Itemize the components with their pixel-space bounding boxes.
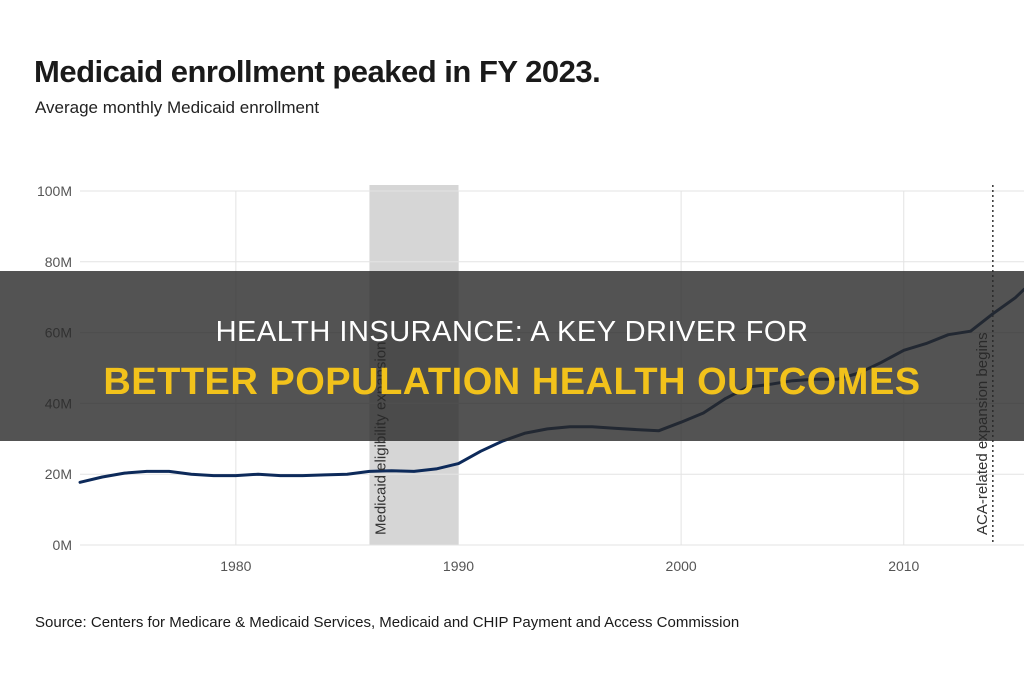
y-tick-label: 80M xyxy=(45,254,72,270)
data-point xyxy=(324,474,326,476)
data-point xyxy=(457,462,460,465)
x-tick-label: 1990 xyxy=(443,558,474,574)
data-point xyxy=(123,472,126,474)
chart-subtitle: Average monthly Medicaid enrollment xyxy=(35,98,320,117)
data-point xyxy=(301,474,304,477)
y-tick-label: 100M xyxy=(37,183,72,199)
y-tick-label: 0M xyxy=(53,537,72,553)
data-point xyxy=(435,468,438,470)
data-point xyxy=(346,473,348,476)
banner-headline: HEALTH INSURANCE: A KEY DRIVER FOR xyxy=(215,316,809,348)
chart-title: Medicaid enrollment peaked in FY 2023. xyxy=(34,54,601,89)
x-tick-label: 2010 xyxy=(888,558,919,574)
data-point xyxy=(212,474,215,477)
y-tick-label: 20M xyxy=(45,466,72,482)
title-banner xyxy=(0,271,1024,441)
data-point xyxy=(257,473,259,476)
x-tick-label: 1980 xyxy=(220,558,251,574)
data-point xyxy=(390,469,393,472)
data-point xyxy=(413,470,415,473)
source-note: Source: Centers for Medicare & Medicaid … xyxy=(35,614,740,631)
data-point xyxy=(79,481,81,484)
data-point xyxy=(101,476,104,478)
data-point xyxy=(368,470,371,473)
data-point xyxy=(190,473,193,476)
x-tick-label: 2000 xyxy=(666,558,697,574)
data-point xyxy=(168,470,170,473)
data-point xyxy=(145,470,148,473)
data-point xyxy=(235,474,237,477)
banner-subheadline: BETTER POPULATION HEALTH OUTCOMES xyxy=(103,361,921,403)
data-point xyxy=(279,474,282,477)
data-point xyxy=(479,450,482,452)
